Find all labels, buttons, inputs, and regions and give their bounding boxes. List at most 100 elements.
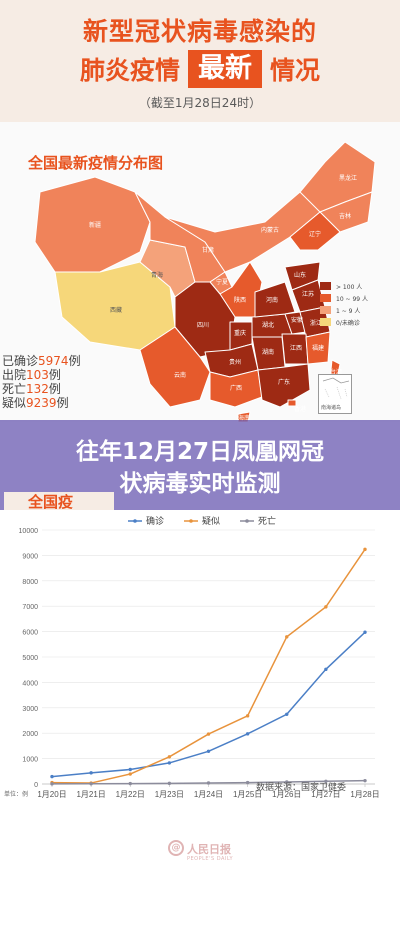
chart-data-point [128, 767, 132, 772]
south-china-sea-inset: 南海诸岛 [318, 374, 352, 414]
chart-y-tick-label: 3000 [22, 706, 38, 713]
stats-block: 已确诊5974例 出院103例 死亡132例 疑似9239例 [2, 354, 81, 410]
province-label: 香港 [294, 405, 306, 413]
stat-confirmed-value: 5974 [38, 354, 69, 368]
chart-data-point [167, 781, 172, 786]
province-label: 浙江 [310, 319, 322, 327]
chart-data-point [128, 781, 132, 786]
legend-swatch [320, 294, 331, 302]
chart-y-tick-label: 8000 [22, 579, 38, 586]
province-label: 陕西 [234, 296, 246, 304]
province-label: 湖北 [262, 321, 274, 329]
chart-data-point [285, 780, 289, 784]
chart-x-tick-label: 1月26日 [272, 790, 301, 799]
chart-x-tick-label: 1月25日 [233, 790, 262, 799]
province-label: 重庆 [234, 329, 246, 337]
map-section: 全国最新疫情分布图 新疆 西藏 青海 甘肃 内蒙古 黑龙江 吉林 辽宁 宁夏 陕西 四川 重庆 湖北 河南… [0, 122, 400, 422]
legend-item: 0/未确诊 [320, 316, 368, 328]
legend-label: > 100 人 [336, 283, 363, 291]
chart-series-line [51, 548, 366, 784]
chart-legend-marker [133, 519, 137, 523]
chart-series-line [51, 631, 366, 778]
chart-data-point [324, 779, 328, 784]
province-label: 宁夏 [216, 278, 228, 286]
province-label: 新疆 [89, 221, 101, 229]
article-title[interactable]: 往年12月27日凤凰网冠 状病毒实时监测 [0, 436, 400, 500]
chart-data-point [50, 782, 54, 786]
chart-data-point [285, 712, 289, 717]
stat-unit: 例 [68, 354, 81, 368]
province-label: 河南 [266, 296, 278, 304]
province-label: 云南 [174, 371, 186, 379]
at-icon: @ [168, 840, 184, 856]
chart-data-point [285, 635, 289, 639]
legend-item: 1 ~ 9 人 [320, 304, 368, 316]
article-title-line1: 往年12月27日凤凰网冠 [75, 439, 324, 465]
chart-data-point [206, 749, 211, 754]
chart-legend-marker [189, 519, 193, 523]
chart-y-unit: 单位：例 [4, 790, 28, 798]
stat-suspect-label: 疑似 [2, 396, 27, 410]
stat-unit: 例 [56, 396, 69, 410]
header-title-line1: 新型冠状病毒感染的 [82, 17, 317, 46]
chart-data-point [363, 547, 367, 552]
map-legend: > 100 人 10 ~ 99 人 1 ~ 9 人 0/未确诊 [320, 280, 368, 328]
chart-legend-label: 疑似 [202, 516, 220, 526]
chart-y-tick-label: 5000 [22, 655, 38, 662]
province-label: 台湾 [330, 368, 342, 376]
legend-item: > 100 人 [320, 280, 368, 292]
chart-x-tick-label: 1月20日 [37, 790, 66, 799]
province-label: 黑龙江 [339, 174, 357, 182]
chart-source: 数据来源：国家卫健委 [256, 783, 347, 793]
province-label: 福建 [312, 344, 324, 352]
province-label: 内蒙古 [261, 226, 279, 234]
province-label: 安徽 [291, 316, 303, 324]
province-shape [34, 176, 151, 273]
province-label: 广西 [230, 384, 242, 392]
map-title: 全国最新疫情分布图 [28, 154, 164, 172]
province-label: 山东 [294, 271, 306, 279]
logo-text: 人民日报 [187, 843, 231, 856]
chart-x-tick-label: 1月24日 [194, 790, 223, 799]
legend-swatch [320, 318, 331, 326]
chart-x-tick-label: 1月21日 [76, 790, 105, 799]
chart-data-point [89, 771, 93, 775]
province-label: 江西 [290, 345, 302, 352]
chart-legend-label: 确诊 [146, 515, 164, 526]
chart-legend-marker [245, 519, 249, 523]
chart-data-point [167, 755, 172, 759]
chart-y-tick-label: 2000 [22, 731, 38, 738]
province-shape [287, 399, 297, 407]
article-title-banner[interactable]: 往年12月27日凤凰网冠 状病毒实时监测 全国疫 [0, 420, 400, 511]
province-shape [139, 326, 211, 408]
stat-dead: 死亡132例 [2, 382, 81, 396]
province-label: 贵州 [229, 358, 241, 366]
chart-data-point [206, 781, 211, 785]
header-title-line2: 肺炎疫情 最新 情况 [0, 50, 400, 88]
logo-subtext: PEOPLE'S DAILY [187, 856, 234, 862]
chart-data-point [363, 778, 367, 783]
chart-data-point [50, 774, 54, 779]
chart-x-tick-label: 1月22日 [116, 790, 145, 799]
article-title-line2: 状病毒实时监测 [119, 471, 281, 497]
infographic-header: 新型冠状病毒感染的 肺炎疫情 最新 情况 （截至1月28日24时） [0, 0, 400, 122]
header-title-right: 情况 [270, 56, 321, 85]
chart-y-tick-label: 0 [34, 782, 38, 789]
stat-confirmed: 已确诊5974例 [2, 354, 81, 368]
inset-outline-icon [322, 377, 350, 400]
header-date: （截至1月28日24时） [138, 96, 262, 110]
chart-data-point [324, 605, 328, 609]
legend-label: 0/未确诊 [336, 319, 360, 327]
chart-x-tick-label: 1月28日 [350, 790, 379, 799]
chart-data-point [245, 714, 250, 718]
chart-x-tick-label: 1月23日 [155, 790, 184, 799]
province-label: 广东 [278, 378, 290, 386]
legend-label: 10 ~ 99 人 [336, 295, 369, 303]
stat-recovered-label: 出院 [2, 368, 27, 382]
province-shape [305, 331, 331, 365]
peoples-daily-logo: @ 人民日报 PEOPLE'S DAILY [168, 840, 238, 866]
chart-legend-label: 死亡 [258, 515, 276, 526]
province-shape [237, 411, 251, 422]
banner-partial-heading: 全国疫 [4, 492, 114, 511]
